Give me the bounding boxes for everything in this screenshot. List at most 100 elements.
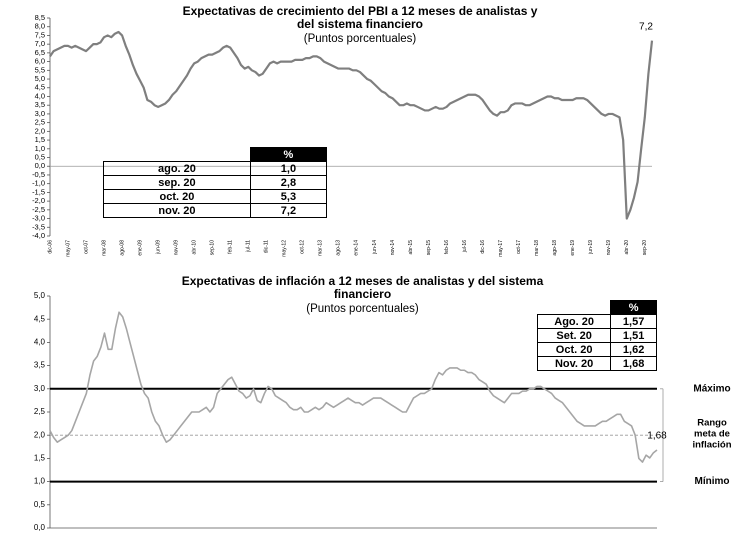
table-header: % <box>249 147 328 162</box>
y-tick-label: 5,0 <box>35 74 45 83</box>
y-tick-label: 0,0 <box>34 523 46 532</box>
y-tick-label: -2,0 <box>32 196 45 205</box>
y-tick-label: -1,0 <box>32 179 45 188</box>
table-header: % <box>610 300 657 315</box>
x-tick-label: ene-09 <box>137 240 143 256</box>
y-tick-label: 8,0 <box>35 22 45 31</box>
table-header-row: % <box>537 300 657 315</box>
x-tick-label: jul-16 <box>462 240 468 253</box>
y-tick-label: 1,5 <box>35 135 45 144</box>
y-tick-label: 3,0 <box>35 109 45 118</box>
x-tick-label: jul-11 <box>246 240 252 253</box>
chart-subtitle: (Puntos porcentuales) <box>306 303 419 315</box>
range-label: meta de <box>694 429 730 440</box>
x-tick-label: oct-17 <box>516 240 522 254</box>
y-tick-label: 0,5 <box>35 153 45 162</box>
table-label: Nov. 20 <box>536 356 612 371</box>
y-tick-label: 2,0 <box>34 430 46 439</box>
x-tick-label: dic-06 <box>47 240 53 254</box>
y-tick-label: 4,0 <box>35 91 45 100</box>
y-tick-label: 6,5 <box>35 48 45 57</box>
table-row: sep. 20 2,8 <box>103 175 328 190</box>
table-label: sep. 20 <box>103 175 251 190</box>
y-tick-label: 2,5 <box>35 118 45 127</box>
y-tick-label: -3,5 <box>32 222 45 231</box>
x-tick-label: jun-09 <box>155 240 161 255</box>
chart-subtitle: (Puntos porcentuales) <box>303 33 417 45</box>
y-tick-label: -2,5 <box>32 205 45 214</box>
table-label: oct. 20 <box>103 189 251 204</box>
y-tick-label: 4,5 <box>35 83 45 92</box>
table-value: 1,51 <box>610 328 657 343</box>
y-tick-label: 5,0 <box>34 291 46 300</box>
reference-label: Mínimo <box>695 476 730 487</box>
x-tick-label: sep-20 <box>642 240 648 256</box>
table-label: Ago. 20 <box>536 314 612 329</box>
table-header-row: % <box>103 147 328 162</box>
x-tick-label: ene-14 <box>354 240 360 256</box>
y-tick-label: 1,0 <box>35 144 45 153</box>
table-header-blank <box>537 300 611 315</box>
y-tick-label: 6,0 <box>35 57 45 66</box>
table-value: 1,0 <box>249 161 328 176</box>
y-tick-label: 0,5 <box>34 500 46 509</box>
table-row: Set. 20 1,51 <box>536 328 657 343</box>
table-header-blank <box>103 147 251 162</box>
data-line <box>49 30 654 220</box>
x-tick-label: feb-16 <box>444 240 450 254</box>
x-tick-label: oct-07 <box>83 240 89 254</box>
table-row: Oct. 20 1,62 <box>536 342 657 357</box>
x-tick-label: dic-16 <box>480 240 486 254</box>
x-tick-label: abr-10 <box>192 240 198 255</box>
y-tick-label: 8,5 <box>35 13 45 22</box>
y-tick-label: 4,0 <box>34 338 46 347</box>
y-tick-label: 7,5 <box>35 30 45 39</box>
x-tick-label: ene-19 <box>570 240 576 256</box>
x-tick-label: ago-13 <box>336 240 342 256</box>
y-tick-label: 3,5 <box>34 361 46 370</box>
table-value: 1,62 <box>610 342 657 357</box>
x-tick-label: may-07 <box>65 240 71 257</box>
y-tick-label: 7,0 <box>35 39 45 48</box>
y-tick-label: 3,0 <box>34 384 46 393</box>
x-tick-label: sep-15 <box>426 240 432 256</box>
chart-title: Expectativas de inflación a 12 meses de … <box>181 274 544 301</box>
end-label: 7,2 <box>639 21 653 32</box>
x-tick-label: dic-11 <box>264 240 270 253</box>
x-tick-label: nov-19 <box>606 240 612 256</box>
x-tick-label: abr-20 <box>624 240 630 255</box>
y-tick-label: -1,5 <box>32 187 45 196</box>
data-line <box>49 311 658 463</box>
y-tick-label: 4,5 <box>34 314 46 323</box>
x-tick-label: mar-13 <box>318 240 324 256</box>
x-tick-label: sep-10 <box>210 240 216 256</box>
x-tick-label: may-17 <box>498 240 504 257</box>
table-row: nov. 20 7,2 <box>103 203 328 218</box>
y-tick-label: 1,5 <box>34 454 46 463</box>
table-label: ago. 20 <box>103 161 251 176</box>
y-tick-label: -3,0 <box>32 214 45 223</box>
x-tick-label: jun-19 <box>588 240 594 255</box>
x-tick-label: mar-18 <box>534 240 540 256</box>
table-row: ago. 20 1,0 <box>103 161 328 176</box>
x-tick-label: oct-12 <box>300 240 306 254</box>
x-tick-label: may-12 <box>282 240 288 257</box>
data-table: % Ago. 20 1,57 Set. 20 1,51 Oct. 20 1,62 Nov. 2… <box>536 300 657 371</box>
data-table: % ago. 20 1,0 sep. 20 2,8 oct. 20 5,3 nov. 20 7,… <box>103 147 328 218</box>
x-tick-label: ago-18 <box>552 240 558 256</box>
y-tick-label: 3,5 <box>35 100 45 109</box>
table-row: oct. 20 5,3 <box>103 189 328 204</box>
end-label: 1,68 <box>647 431 667 442</box>
table-row: Nov. 20 1,68 <box>536 356 657 371</box>
table-value: 1,68 <box>610 356 657 371</box>
y-tick-label: 2,5 <box>34 407 46 416</box>
y-tick-label: 1,0 <box>34 477 46 486</box>
x-tick-label: ago-08 <box>119 240 125 256</box>
table-value: 2,8 <box>249 175 328 190</box>
table-label: Oct. 20 <box>536 342 612 357</box>
x-tick-label: abr-15 <box>408 240 414 255</box>
x-tick-label: feb-11 <box>228 240 234 254</box>
x-tick-label: mar-08 <box>101 240 107 256</box>
x-tick-label: nov-09 <box>173 240 179 256</box>
table-value: 7,2 <box>249 203 328 218</box>
